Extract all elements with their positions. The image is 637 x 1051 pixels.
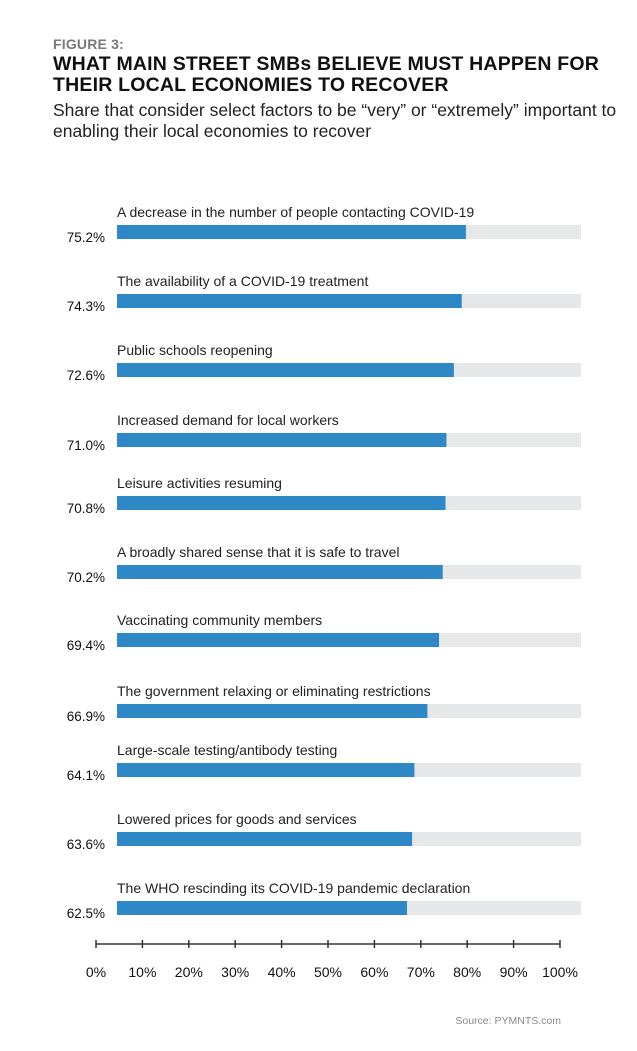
category-label: Large-scale testing/antibody testing	[117, 742, 337, 758]
category-label: The WHO rescinding its COVID-19 pandemic…	[117, 880, 470, 896]
bar-row: A broadly shared sense that it is safe t…	[67, 544, 581, 585]
bar	[117, 633, 440, 647]
category-label: Public schools reopening	[117, 342, 273, 358]
x-tick-label: 100%	[542, 964, 578, 980]
value-label: 70.2%	[67, 570, 105, 585]
x-tick-label: 70%	[407, 964, 435, 980]
bar-row: Lowered prices for goods and services 63.…	[67, 811, 581, 852]
value-label: 72.6%	[67, 368, 105, 383]
bar	[117, 294, 462, 308]
bar-row: The availability of a COVID-19 treatment…	[67, 273, 581, 314]
bar	[117, 832, 413, 846]
category-label: The government relaxing or eliminating r…	[117, 683, 431, 699]
source-note: Source: PYMNTS.com	[455, 1015, 561, 1027]
bar	[117, 363, 454, 377]
category-label: Increased demand for local workers	[117, 412, 339, 428]
bar-row: Vaccinating community members 69.4%	[67, 612, 581, 653]
category-label: A decrease in the number of people conta…	[117, 204, 474, 220]
chart-title: WHAT MAIN STREET SMBs BELIEVE MUST HAPPE…	[53, 53, 599, 96]
category-label: A broadly shared sense that it is safe t…	[117, 544, 400, 560]
category-label: Vaccinating community members	[117, 612, 322, 628]
bar-row: Leisure activities resuming 70.8%	[67, 475, 581, 516]
x-axis: 0% 10% 20% 30% 40% 50% 60% 70% 80% 90% 100%	[86, 940, 578, 980]
x-tick-label: 90%	[500, 964, 528, 980]
bar	[117, 225, 466, 239]
x-tick-label: 30%	[221, 964, 249, 980]
chart-subtitle: Share that consider select factors to be…	[53, 100, 617, 141]
bar	[117, 565, 443, 579]
bar-row: Increased demand for local workers 71.0%	[67, 412, 581, 453]
category-label: Lowered prices for goods and services	[117, 811, 357, 827]
bar-row: The WHO rescinding its COVID-19 pandemic…	[67, 880, 581, 921]
x-tick-label: 80%	[453, 964, 481, 980]
x-tick-label: 40%	[268, 964, 296, 980]
x-tick-label: 60%	[360, 964, 388, 980]
figure-label: FIGURE 3:	[53, 36, 125, 52]
bar-row: Public schools reopening 72.6%	[67, 342, 581, 383]
value-label: 64.1%	[67, 768, 105, 783]
value-label: 71.0%	[67, 438, 105, 453]
value-label: 62.5%	[67, 906, 105, 921]
x-tick-label: 10%	[128, 964, 156, 980]
x-tick-label: 50%	[314, 964, 342, 980]
x-tick-label: 0%	[86, 964, 106, 980]
value-label: 74.3%	[67, 299, 105, 314]
value-label: 70.8%	[67, 501, 105, 516]
x-tick-label: 20%	[175, 964, 203, 980]
value-label: 69.4%	[67, 638, 105, 653]
value-label: 63.6%	[67, 837, 105, 852]
bar-row: The government relaxing or eliminating r…	[67, 683, 581, 724]
bar	[117, 433, 447, 447]
bar	[117, 704, 428, 718]
bar-row: Large-scale testing/antibody testing 64.1…	[67, 742, 581, 783]
bar	[117, 496, 446, 510]
bar	[117, 763, 415, 777]
category-label: Leisure activities resuming	[117, 475, 282, 491]
category-label: The availability of a COVID-19 treatment	[117, 273, 368, 289]
bar-row: A decrease in the number of people conta…	[67, 204, 581, 245]
bar	[117, 901, 407, 915]
value-label: 66.9%	[67, 709, 105, 724]
value-label: 75.2%	[67, 230, 105, 245]
